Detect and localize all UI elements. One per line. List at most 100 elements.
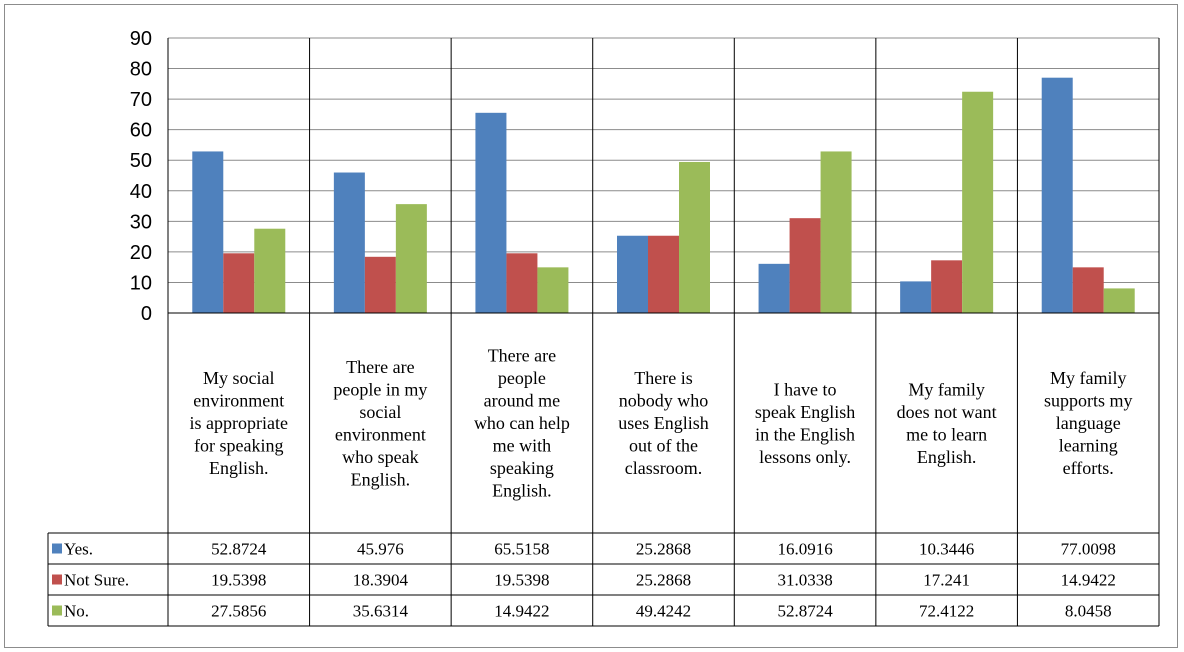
bar-no-4 <box>679 161 710 313</box>
y-tick-label-0: 0 <box>141 303 152 325</box>
category-label-line: me with <box>493 436 552 456</box>
data-label-yes-7: 77.0098 <box>1061 540 1116 559</box>
legend-label-not-sure: Not Sure. <box>64 571 129 590</box>
category-label-line: out of the <box>629 436 698 456</box>
bar-yes-6 <box>900 281 932 313</box>
data-label-no-1: 27.5856 <box>211 602 266 621</box>
data-label-not-sure-1: 19.5398 <box>211 571 266 590</box>
data-label-not-sure-4: 25.2868 <box>636 571 691 590</box>
category-label-line: speak English <box>755 402 856 422</box>
bar-no-1 <box>254 228 286 313</box>
legend-swatch-no <box>52 605 62 616</box>
bar-not-sure-2 <box>364 256 396 313</box>
data-label-yes-4: 25.2868 <box>636 540 691 559</box>
category-label-line: supports my <box>1044 391 1133 411</box>
category-label-line: environment <box>335 424 426 444</box>
category-label-line: English. <box>209 458 269 478</box>
category-label-line: who speak <box>342 447 418 467</box>
data-label-no-3: 14.9422 <box>494 602 549 621</box>
chart-frame: 0 10 20 30 40 50 60 70 80 90 My social environment i… <box>4 4 1178 648</box>
bar-no-7 <box>1103 288 1135 313</box>
legend-swatch-not-sure <box>52 574 62 585</box>
bar-yes-1 <box>192 151 224 313</box>
category-label-line: My social <box>203 368 275 388</box>
category-label-line: is appropriate <box>190 413 288 433</box>
bar-no-6 <box>962 91 994 313</box>
data-label-no-4: 49.4242 <box>636 602 691 621</box>
category-label-line: language <box>1056 413 1121 433</box>
bar-not-sure-5 <box>789 218 821 313</box>
y-tick-label-30: 30 <box>130 211 152 233</box>
category-label-7: My family supports my language learning effo… <box>1044 368 1133 478</box>
category-label-line: environment <box>193 391 284 411</box>
category-label-line: does not want <box>897 402 997 422</box>
category-label-line: English. <box>351 469 411 489</box>
data-label-yes-3: 65.5158 <box>494 540 549 559</box>
category-label-line: people <box>498 368 546 388</box>
data-label-no-6: 72.4122 <box>919 602 974 621</box>
category-label-line: in the English <box>755 424 855 444</box>
bar-yes-5 <box>758 263 790 313</box>
category-label-line: There is <box>634 368 692 388</box>
y-tick-label-40: 40 <box>130 181 152 203</box>
category-label-line: social <box>359 402 401 422</box>
y-tick-label-80: 80 <box>130 59 152 81</box>
category-label-line: nobody who <box>619 391 709 411</box>
category-label-6: My family does not want me to learn English… <box>897 379 997 467</box>
category-label-4: There is nobody who uses English out of the… <box>618 368 709 478</box>
bar-no-3 <box>537 267 569 313</box>
category-label-line: for speaking <box>194 436 283 456</box>
data-label-not-sure-6: 17.241 <box>923 571 970 590</box>
data-label-yes-1: 52.8724 <box>211 540 267 559</box>
category-label-3: There are people around me who can help me w… <box>474 346 570 501</box>
data-label-yes-2: 45.976 <box>357 540 404 559</box>
y-tick-label-70: 70 <box>130 89 152 111</box>
category-label-line: English. <box>492 481 552 501</box>
category-label-line: me to learn <box>906 424 987 444</box>
legend-label-no: No. <box>64 602 89 621</box>
category-label-line: There are <box>346 357 414 377</box>
y-tick-label-10: 10 <box>130 272 152 294</box>
category-label-line: learning <box>1059 436 1118 456</box>
bar-not-sure-6 <box>931 260 963 313</box>
legend-swatch-yes <box>52 543 62 554</box>
category-label-line: I have to <box>774 379 837 399</box>
category-label-line: people in my <box>333 379 427 399</box>
bar-not-sure-3 <box>506 253 538 313</box>
category-label-line: around me <box>484 391 560 411</box>
bar-yes-4 <box>617 235 648 313</box>
bar-not-sure-7 <box>1072 267 1104 313</box>
data-label-not-sure-7: 14.9422 <box>1061 571 1116 590</box>
category-label-line: My family <box>1050 368 1127 388</box>
category-label-1: My social environment is appropriate for sp… <box>190 368 288 478</box>
y-tick-label-20: 20 <box>130 242 152 264</box>
data-label-yes-5: 16.0916 <box>777 540 832 559</box>
y-tick-label-60: 60 <box>130 120 152 142</box>
data-label-not-sure-3: 19.5398 <box>494 571 549 590</box>
data-label-no-7: 8.0458 <box>1065 602 1112 621</box>
data-label-not-sure-2: 18.3904 <box>353 571 409 590</box>
category-label-5: I have to speak English in the English less… <box>755 379 856 467</box>
category-label-line: My family <box>908 379 985 399</box>
category-label-line: There are <box>488 346 556 366</box>
data-label-no-2: 35.6314 <box>353 602 409 621</box>
category-label-line: lessons only. <box>759 447 851 467</box>
category-label-line: English. <box>917 447 977 467</box>
bar-yes-3 <box>475 112 507 313</box>
category-label-line: who can help <box>474 413 570 433</box>
category-label-line: speaking <box>490 458 554 478</box>
category-label-2: There are people in my social environment wh… <box>333 357 427 490</box>
category-label-line: classroom. <box>625 458 702 478</box>
bar-no-5 <box>820 151 852 313</box>
bar-yes-2 <box>333 172 365 313</box>
bar-not-sure-4 <box>648 235 679 313</box>
data-label-yes-6: 10.3446 <box>919 540 974 559</box>
bar-yes-7 <box>1041 77 1073 313</box>
y-tick-label-50: 50 <box>130 150 152 172</box>
bar-not-sure-1 <box>223 253 255 313</box>
data-label-no-5: 52.8724 <box>777 602 833 621</box>
category-label-line: efforts. <box>1063 458 1114 478</box>
category-label-line: uses English <box>618 413 709 433</box>
legend-label-yes: Yes. <box>64 540 93 559</box>
